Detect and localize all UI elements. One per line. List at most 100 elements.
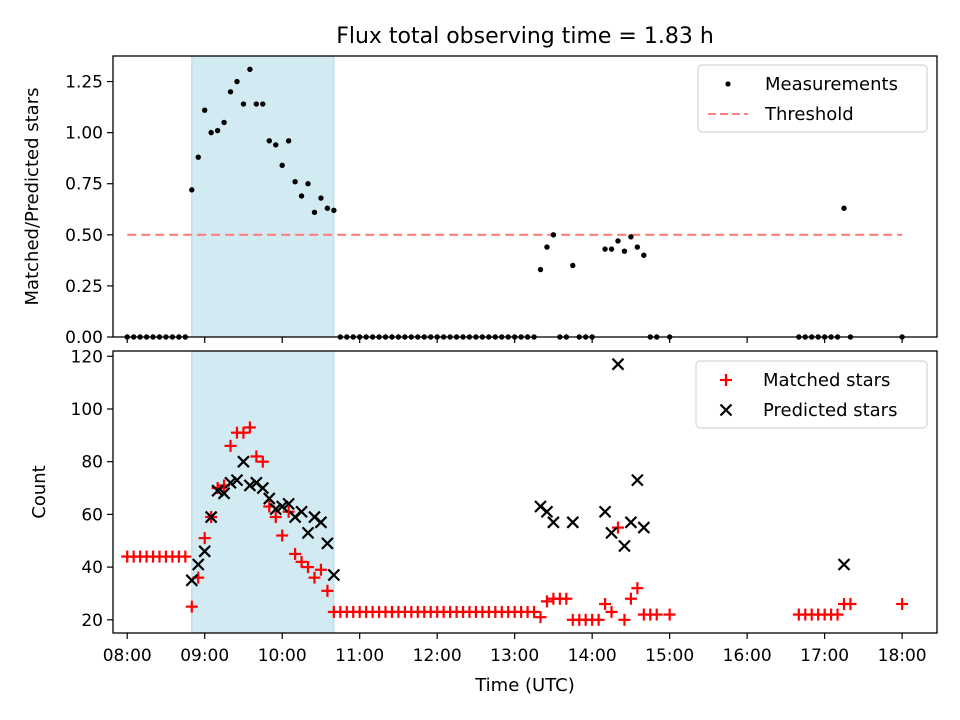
measurement-point bbox=[273, 142, 279, 148]
measurement-point bbox=[305, 181, 311, 187]
matched-star-point bbox=[540, 595, 553, 608]
measurement-point bbox=[324, 205, 331, 211]
count-y-axis-label: Count bbox=[29, 465, 50, 518]
measurement-point bbox=[189, 187, 195, 193]
legend-predicted-label: Predicted stars bbox=[763, 400, 897, 421]
matched-star-point bbox=[276, 529, 289, 542]
measurement-point bbox=[298, 193, 305, 199]
measurement-point bbox=[227, 89, 234, 95]
measurement-point bbox=[641, 252, 647, 258]
ratio-legend-box bbox=[697, 64, 928, 133]
matched-star-point bbox=[631, 582, 644, 595]
x-tick-label: 08:00 bbox=[103, 646, 152, 666]
matched-star-point bbox=[534, 611, 547, 624]
matched-star-point bbox=[611, 521, 624, 534]
matched-star-point bbox=[289, 547, 302, 560]
measurement-point bbox=[240, 101, 247, 107]
matched-star-point bbox=[308, 571, 321, 584]
predicted-star-point bbox=[217, 487, 231, 500]
predicted-star-point bbox=[566, 516, 580, 529]
matched-star-point bbox=[295, 555, 308, 568]
measurement-point bbox=[214, 127, 221, 134]
measurement-point bbox=[247, 66, 253, 72]
measurement-point bbox=[537, 266, 544, 273]
predicted-star-point bbox=[605, 526, 618, 540]
measurement-point bbox=[602, 246, 608, 252]
predicted-star-point bbox=[837, 558, 851, 571]
measurement-point bbox=[608, 246, 615, 252]
legend-measurements-label: Measurements bbox=[765, 74, 898, 95]
chart-title: Flux total observing time = 1.83 h bbox=[336, 24, 714, 49]
ratio-y-axis-label: Matched/Predicted stars bbox=[22, 88, 43, 306]
x-axis-label: Time (UTC) bbox=[474, 675, 575, 696]
x-tick-label: 15:00 bbox=[645, 646, 694, 666]
predicted-star-point bbox=[637, 521, 651, 534]
measurement-point bbox=[570, 262, 576, 269]
x-tick-label: 14:00 bbox=[568, 646, 617, 666]
count-legend: Matched stars Predicted stars bbox=[695, 360, 928, 429]
predicted-star-point bbox=[314, 516, 328, 529]
predicted-star-point bbox=[256, 481, 270, 495]
y-tick-label: 1.25 bbox=[65, 73, 103, 93]
matched-star-point bbox=[282, 505, 295, 518]
measurement-point bbox=[318, 195, 324, 201]
measurement-point bbox=[331, 207, 337, 213]
matched-star-point bbox=[314, 563, 327, 576]
ratio-plot-frame bbox=[112, 55, 938, 338]
legend-matched-marker bbox=[720, 374, 732, 386]
predicted-star-point bbox=[230, 473, 244, 487]
matched-star-point bbox=[256, 455, 269, 468]
matched-star-point bbox=[650, 608, 663, 621]
predicted-star-point bbox=[211, 484, 224, 497]
matched-star-point bbox=[269, 511, 282, 524]
predicted-star-point bbox=[631, 473, 644, 487]
predicted-star-point bbox=[204, 510, 218, 524]
matched-star-point bbox=[560, 592, 573, 605]
predicted-star-point bbox=[598, 505, 612, 519]
measurement-point bbox=[285, 138, 292, 144]
x-tick-label: 10:00 bbox=[258, 646, 307, 666]
matched-star-point bbox=[179, 550, 192, 563]
matched-star-point bbox=[224, 439, 237, 452]
x-tick-label: 11:00 bbox=[335, 646, 384, 666]
predicted-star-point bbox=[540, 505, 554, 519]
measurement-point bbox=[201, 107, 208, 113]
measurement-point bbox=[208, 129, 214, 136]
measurement-point bbox=[634, 244, 641, 250]
predicted-star-point bbox=[321, 537, 334, 550]
matched-star-point bbox=[592, 613, 605, 626]
predicted-star-point bbox=[269, 502, 283, 516]
legend-predicted-marker bbox=[719, 403, 733, 417]
y-tick-label: 0.75 bbox=[65, 175, 103, 195]
ratio-panel: 0.00 0.25 0.50 0.75 1.00 1.25 Matched/Predict… bbox=[22, 55, 938, 348]
y-tick-label: 80 bbox=[81, 453, 103, 473]
matched-star-point bbox=[302, 561, 315, 574]
observing-interval-shade bbox=[191, 55, 335, 338]
x-tick-label: 16:00 bbox=[723, 646, 772, 666]
count-legend-box bbox=[695, 360, 928, 429]
y-tick-label: 120 bbox=[71, 347, 103, 367]
y-tick-label: 0.25 bbox=[65, 277, 103, 297]
matched-star-point bbox=[250, 450, 263, 463]
matched-star-point bbox=[618, 613, 631, 626]
x-tick-label: 13:00 bbox=[490, 646, 539, 666]
matched-star-point bbox=[243, 421, 256, 434]
measurement-point bbox=[615, 238, 621, 244]
measurement-point bbox=[628, 234, 634, 240]
predicted-star-point bbox=[327, 568, 341, 582]
ratio-legend: Measurements Threshold bbox=[697, 64, 928, 133]
count-plot-frame bbox=[112, 350, 938, 634]
legend-matched-label: Matched stars bbox=[763, 370, 890, 391]
measurement-point bbox=[260, 101, 266, 107]
matched-star-point bbox=[321, 584, 334, 597]
measurement-point bbox=[841, 205, 847, 211]
predicted-star-point bbox=[224, 476, 237, 490]
predicted-star-point bbox=[295, 505, 308, 519]
measurement-point bbox=[253, 101, 260, 107]
predicted-star-point bbox=[262, 492, 276, 505]
measurement-point bbox=[279, 162, 285, 169]
observing-interval-shade bbox=[191, 350, 335, 634]
predicted-star-point bbox=[275, 500, 289, 513]
predicted-star-point bbox=[191, 558, 205, 571]
